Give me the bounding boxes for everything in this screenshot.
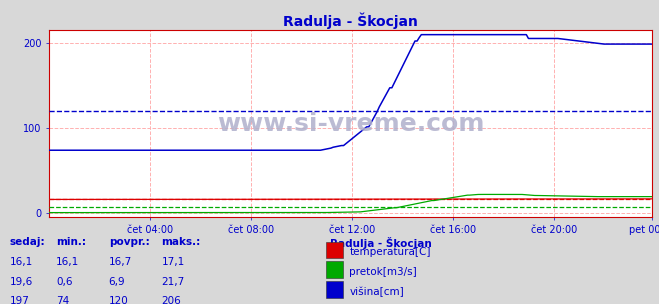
- Text: 16,7: 16,7: [109, 257, 132, 267]
- Text: min.:: min.:: [56, 237, 86, 247]
- Text: višina[cm]: višina[cm]: [349, 287, 404, 297]
- Text: pretok[m3/s]: pretok[m3/s]: [349, 267, 417, 277]
- Text: sedaj:: sedaj:: [10, 237, 45, 247]
- Text: maks.:: maks.:: [161, 237, 201, 247]
- Title: Radulja - Škocjan: Radulja - Škocjan: [283, 13, 418, 29]
- Text: 16,1: 16,1: [10, 257, 33, 267]
- Text: 206: 206: [161, 296, 181, 304]
- Text: temperatura[C]: temperatura[C]: [349, 247, 431, 257]
- Text: 19,6: 19,6: [10, 277, 33, 287]
- Text: 6,9: 6,9: [109, 277, 125, 287]
- Text: Radulja - Škocjan: Radulja - Škocjan: [330, 237, 431, 249]
- Text: 0,6: 0,6: [56, 277, 72, 287]
- Text: povpr.:: povpr.:: [109, 237, 150, 247]
- Text: 120: 120: [109, 296, 129, 304]
- Text: 17,1: 17,1: [161, 257, 185, 267]
- Text: 74: 74: [56, 296, 69, 304]
- Text: www.si-vreme.com: www.si-vreme.com: [217, 112, 484, 136]
- Text: 21,7: 21,7: [161, 277, 185, 287]
- Text: 16,1: 16,1: [56, 257, 79, 267]
- Text: 197: 197: [10, 296, 30, 304]
